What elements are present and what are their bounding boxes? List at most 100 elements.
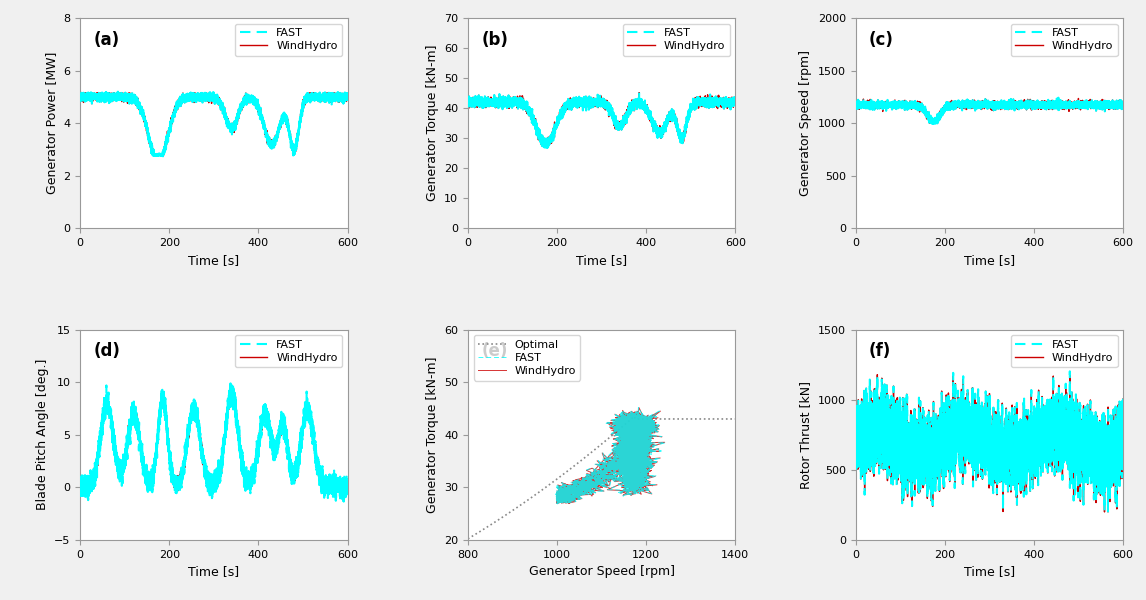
WindHydro xyxy=(970,101,983,108)
Line: Optimal: Optimal xyxy=(468,416,736,539)
Optimal xyxy=(620,419,634,426)
Legend: FAST, WindHydro: FAST, WindHydro xyxy=(623,23,730,56)
WindHydro xyxy=(623,419,637,427)
WindHydro xyxy=(78,89,92,97)
FAST xyxy=(464,98,478,106)
FAST xyxy=(1116,419,1130,427)
FAST xyxy=(631,404,645,411)
Legend: Optimal, FAST, WindHydro: Optimal, FAST, WindHydro xyxy=(473,335,580,380)
WindHydro xyxy=(337,97,351,104)
FAST xyxy=(541,144,555,151)
Y-axis label: Generator Torque [kN-m]: Generator Torque [kN-m] xyxy=(425,45,439,202)
Line: WindHydro: WindHydro xyxy=(80,388,347,491)
WindHydro xyxy=(274,121,288,128)
WindHydro xyxy=(274,421,288,428)
FAST xyxy=(337,498,351,505)
FAST xyxy=(77,485,91,492)
Line: FAST: FAST xyxy=(856,98,1123,124)
FAST xyxy=(851,457,865,464)
WindHydro xyxy=(633,89,646,96)
WindHydro xyxy=(849,103,863,110)
Optimal xyxy=(625,415,638,422)
WindHydro xyxy=(309,93,323,100)
WindHydro xyxy=(537,143,551,151)
FAST xyxy=(912,394,926,401)
WindHydro xyxy=(1052,94,1066,101)
Text: (b): (b) xyxy=(481,31,508,49)
FAST xyxy=(970,100,983,107)
Optimal xyxy=(461,535,474,542)
WindHydro xyxy=(136,465,150,472)
WindHydro xyxy=(337,487,351,494)
FAST xyxy=(1116,100,1130,107)
FAST xyxy=(619,416,633,424)
FAST xyxy=(461,100,474,107)
Y-axis label: Generator Power [MW]: Generator Power [MW] xyxy=(45,52,57,194)
WindHydro xyxy=(195,439,209,446)
WindHydro xyxy=(912,106,926,113)
Text: (c): (c) xyxy=(869,31,894,49)
Y-axis label: Blade Pitch Angle [deg.]: Blade Pitch Angle [deg.] xyxy=(36,359,48,511)
Line: WindHydro: WindHydro xyxy=(468,92,736,147)
FAST xyxy=(1085,100,1099,107)
X-axis label: Time [s]: Time [s] xyxy=(964,565,1015,578)
WindHydro xyxy=(309,458,323,465)
WindHydro xyxy=(1085,425,1099,432)
WindHydro xyxy=(1113,423,1127,430)
WindHydro xyxy=(525,113,539,120)
WindHydro xyxy=(1050,101,1063,108)
Y-axis label: Generator Speed [rpm]: Generator Speed [rpm] xyxy=(799,50,813,196)
WindHydro xyxy=(610,445,623,452)
WindHydro xyxy=(1116,420,1130,427)
FAST xyxy=(73,484,87,491)
FAST xyxy=(662,115,676,122)
WindHydro xyxy=(77,92,91,100)
WindHydro xyxy=(136,111,150,118)
FAST xyxy=(1052,94,1066,101)
FAST xyxy=(73,92,87,100)
Y-axis label: Generator Torque [kN-m]: Generator Torque [kN-m] xyxy=(425,356,439,513)
FAST xyxy=(633,89,646,96)
FAST xyxy=(625,420,638,427)
Line: FAST: FAST xyxy=(80,383,347,502)
Line: FAST: FAST xyxy=(80,92,347,157)
X-axis label: Time [s]: Time [s] xyxy=(576,254,627,267)
FAST xyxy=(562,500,575,508)
Optimal xyxy=(729,415,743,422)
FAST xyxy=(729,97,743,104)
Legend: FAST, WindHydro: FAST, WindHydro xyxy=(235,23,342,56)
FAST xyxy=(340,483,354,490)
WindHydro xyxy=(1050,440,1063,448)
WindHydro xyxy=(464,98,478,105)
FAST xyxy=(337,97,351,104)
Legend: FAST, WindHydro: FAST, WindHydro xyxy=(1011,23,1117,56)
FAST xyxy=(724,96,738,103)
WindHydro xyxy=(73,92,87,100)
WindHydro xyxy=(636,418,650,425)
FAST xyxy=(636,417,650,424)
FAST xyxy=(928,120,942,127)
FAST xyxy=(1113,422,1127,430)
FAST xyxy=(970,447,983,454)
Text: (d): (d) xyxy=(94,342,120,360)
FAST xyxy=(851,102,865,109)
FAST xyxy=(1101,508,1115,515)
WindHydro xyxy=(1085,100,1099,107)
WindHydro xyxy=(925,119,939,127)
WindHydro xyxy=(662,115,676,122)
Optimal xyxy=(688,415,701,422)
FAST xyxy=(631,424,645,431)
FAST xyxy=(1050,101,1063,108)
FAST xyxy=(274,427,288,434)
WindHydro xyxy=(582,99,596,106)
WindHydro xyxy=(461,100,474,107)
WindHydro xyxy=(340,95,354,103)
Text: (e): (e) xyxy=(481,342,508,360)
WindHydro xyxy=(1063,368,1077,375)
WindHydro xyxy=(912,395,926,402)
FAST xyxy=(195,443,209,450)
WindHydro xyxy=(697,101,711,108)
WindHydro xyxy=(1113,103,1127,110)
WindHydro xyxy=(340,484,354,491)
FAST xyxy=(136,112,150,119)
